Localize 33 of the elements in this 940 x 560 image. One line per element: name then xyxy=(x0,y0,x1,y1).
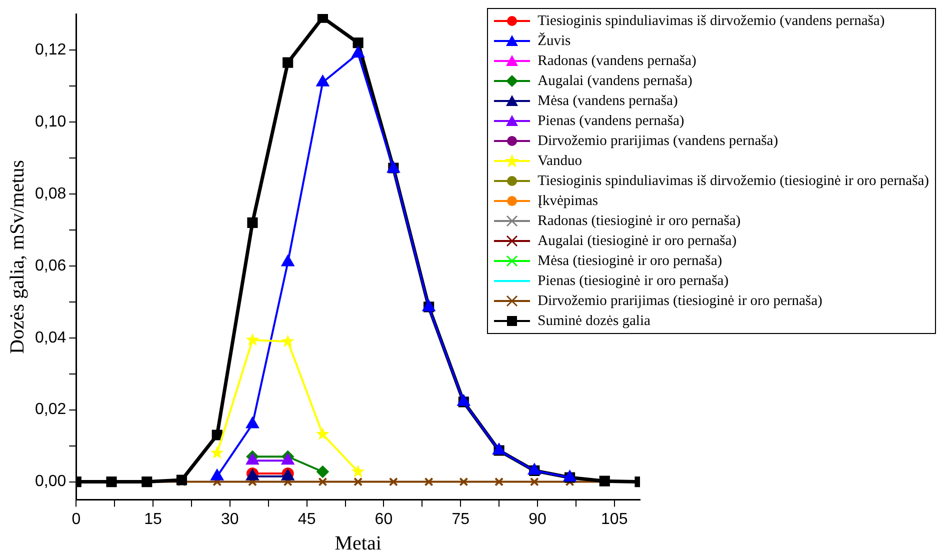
legend-label: Vanduo xyxy=(538,152,582,170)
x-tick-label: 45 xyxy=(298,510,316,528)
x-axis-title: Metai xyxy=(334,532,382,554)
x-tick-label: 60 xyxy=(374,510,393,528)
legend-label: Mėsa (tiesioginė ir oro pernaša) xyxy=(538,252,722,270)
y-tick-label: 0,06 xyxy=(35,257,66,274)
x-tick-label: 105 xyxy=(601,510,628,528)
y-tick-label: 0,00 xyxy=(35,473,66,490)
legend-label: Pienas (vandens pernaša) xyxy=(538,112,684,130)
legend-label: Suminė dozės galia xyxy=(538,312,650,330)
y-tick-label: 0,12 xyxy=(35,41,66,58)
legend-label: Įkvėpimas xyxy=(538,192,598,210)
x-tick-label: 0 xyxy=(72,510,81,528)
x-tick-label: 75 xyxy=(452,510,470,528)
legend-label: Augalai (vandens pernaša) xyxy=(538,72,692,90)
x-tick-label: 15 xyxy=(144,510,162,528)
legend-label: Radonas (tiesioginė ir oro pernaša) xyxy=(538,212,741,230)
y-tick-label: 0,04 xyxy=(35,329,66,346)
legend-label: Dirvožemio prarijimas (vandens pernaša) xyxy=(538,132,778,150)
legend-label: Radonas (vandens pernaša) xyxy=(538,52,696,70)
legend-label: Mėsa (vandens pernaša) xyxy=(538,92,678,110)
x-tick-label: 90 xyxy=(528,510,546,528)
legend-label: Tiesioginis spinduliavimas iš dirvožemio (vandens pernaša) xyxy=(538,12,885,30)
legend-label: Pienas (tiesioginė ir oro pernaša) xyxy=(538,272,729,290)
y-tick-label: 0,10 xyxy=(35,113,66,130)
legend-label: Žuvis xyxy=(538,32,571,50)
legend-label: Tiesioginis spinduliavimas iš dirvožemio (tiesioginė ir oro pernaša) xyxy=(538,172,929,190)
legend-label: Dirvožemio prarijimas (tiesioginė ir oro pernaša) xyxy=(538,292,822,310)
legend-label: Augalai (tiesioginė ir oro pernaša) xyxy=(538,232,737,250)
y-tick-label: 0,02 xyxy=(35,401,66,418)
x-tick-label: 30 xyxy=(221,510,239,528)
y-tick-label: 0,08 xyxy=(35,185,66,202)
y-axis-title: Dozės galia, mSv/metus xyxy=(6,160,28,354)
